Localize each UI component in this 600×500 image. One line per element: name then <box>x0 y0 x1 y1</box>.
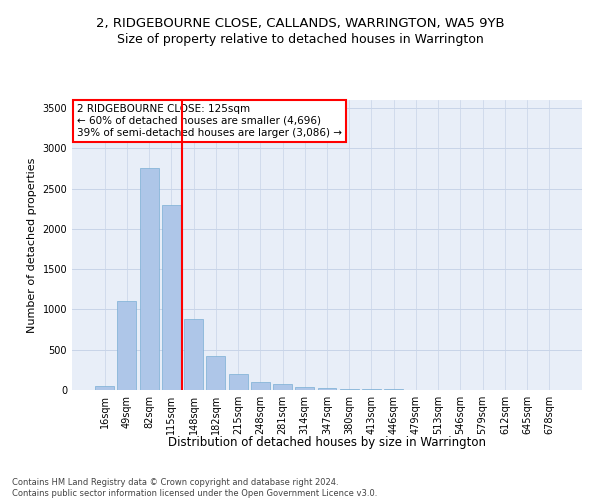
Text: Contains HM Land Registry data © Crown copyright and database right 2024.
Contai: Contains HM Land Registry data © Crown c… <box>12 478 377 498</box>
Bar <box>295 387 314 390</box>
Bar <box>229 374 248 390</box>
Bar <box>206 356 225 390</box>
Text: 2 RIDGEBOURNE CLOSE: 125sqm
← 60% of detached houses are smaller (4,696)
39% of : 2 RIDGEBOURNE CLOSE: 125sqm ← 60% of det… <box>77 104 342 138</box>
Bar <box>273 384 292 390</box>
Bar <box>95 386 114 390</box>
Bar <box>340 389 359 390</box>
Bar <box>317 388 337 390</box>
Text: Distribution of detached houses by size in Warrington: Distribution of detached houses by size … <box>168 436 486 449</box>
Text: 2, RIDGEBOURNE CLOSE, CALLANDS, WARRINGTON, WA5 9YB: 2, RIDGEBOURNE CLOSE, CALLANDS, WARRINGT… <box>95 18 505 30</box>
Bar <box>184 319 203 390</box>
Bar <box>162 204 181 390</box>
Bar <box>362 389 381 390</box>
Bar <box>118 302 136 390</box>
Text: Size of property relative to detached houses in Warrington: Size of property relative to detached ho… <box>116 32 484 46</box>
Bar <box>251 382 270 390</box>
Bar <box>140 168 158 390</box>
Y-axis label: Number of detached properties: Number of detached properties <box>27 158 37 332</box>
